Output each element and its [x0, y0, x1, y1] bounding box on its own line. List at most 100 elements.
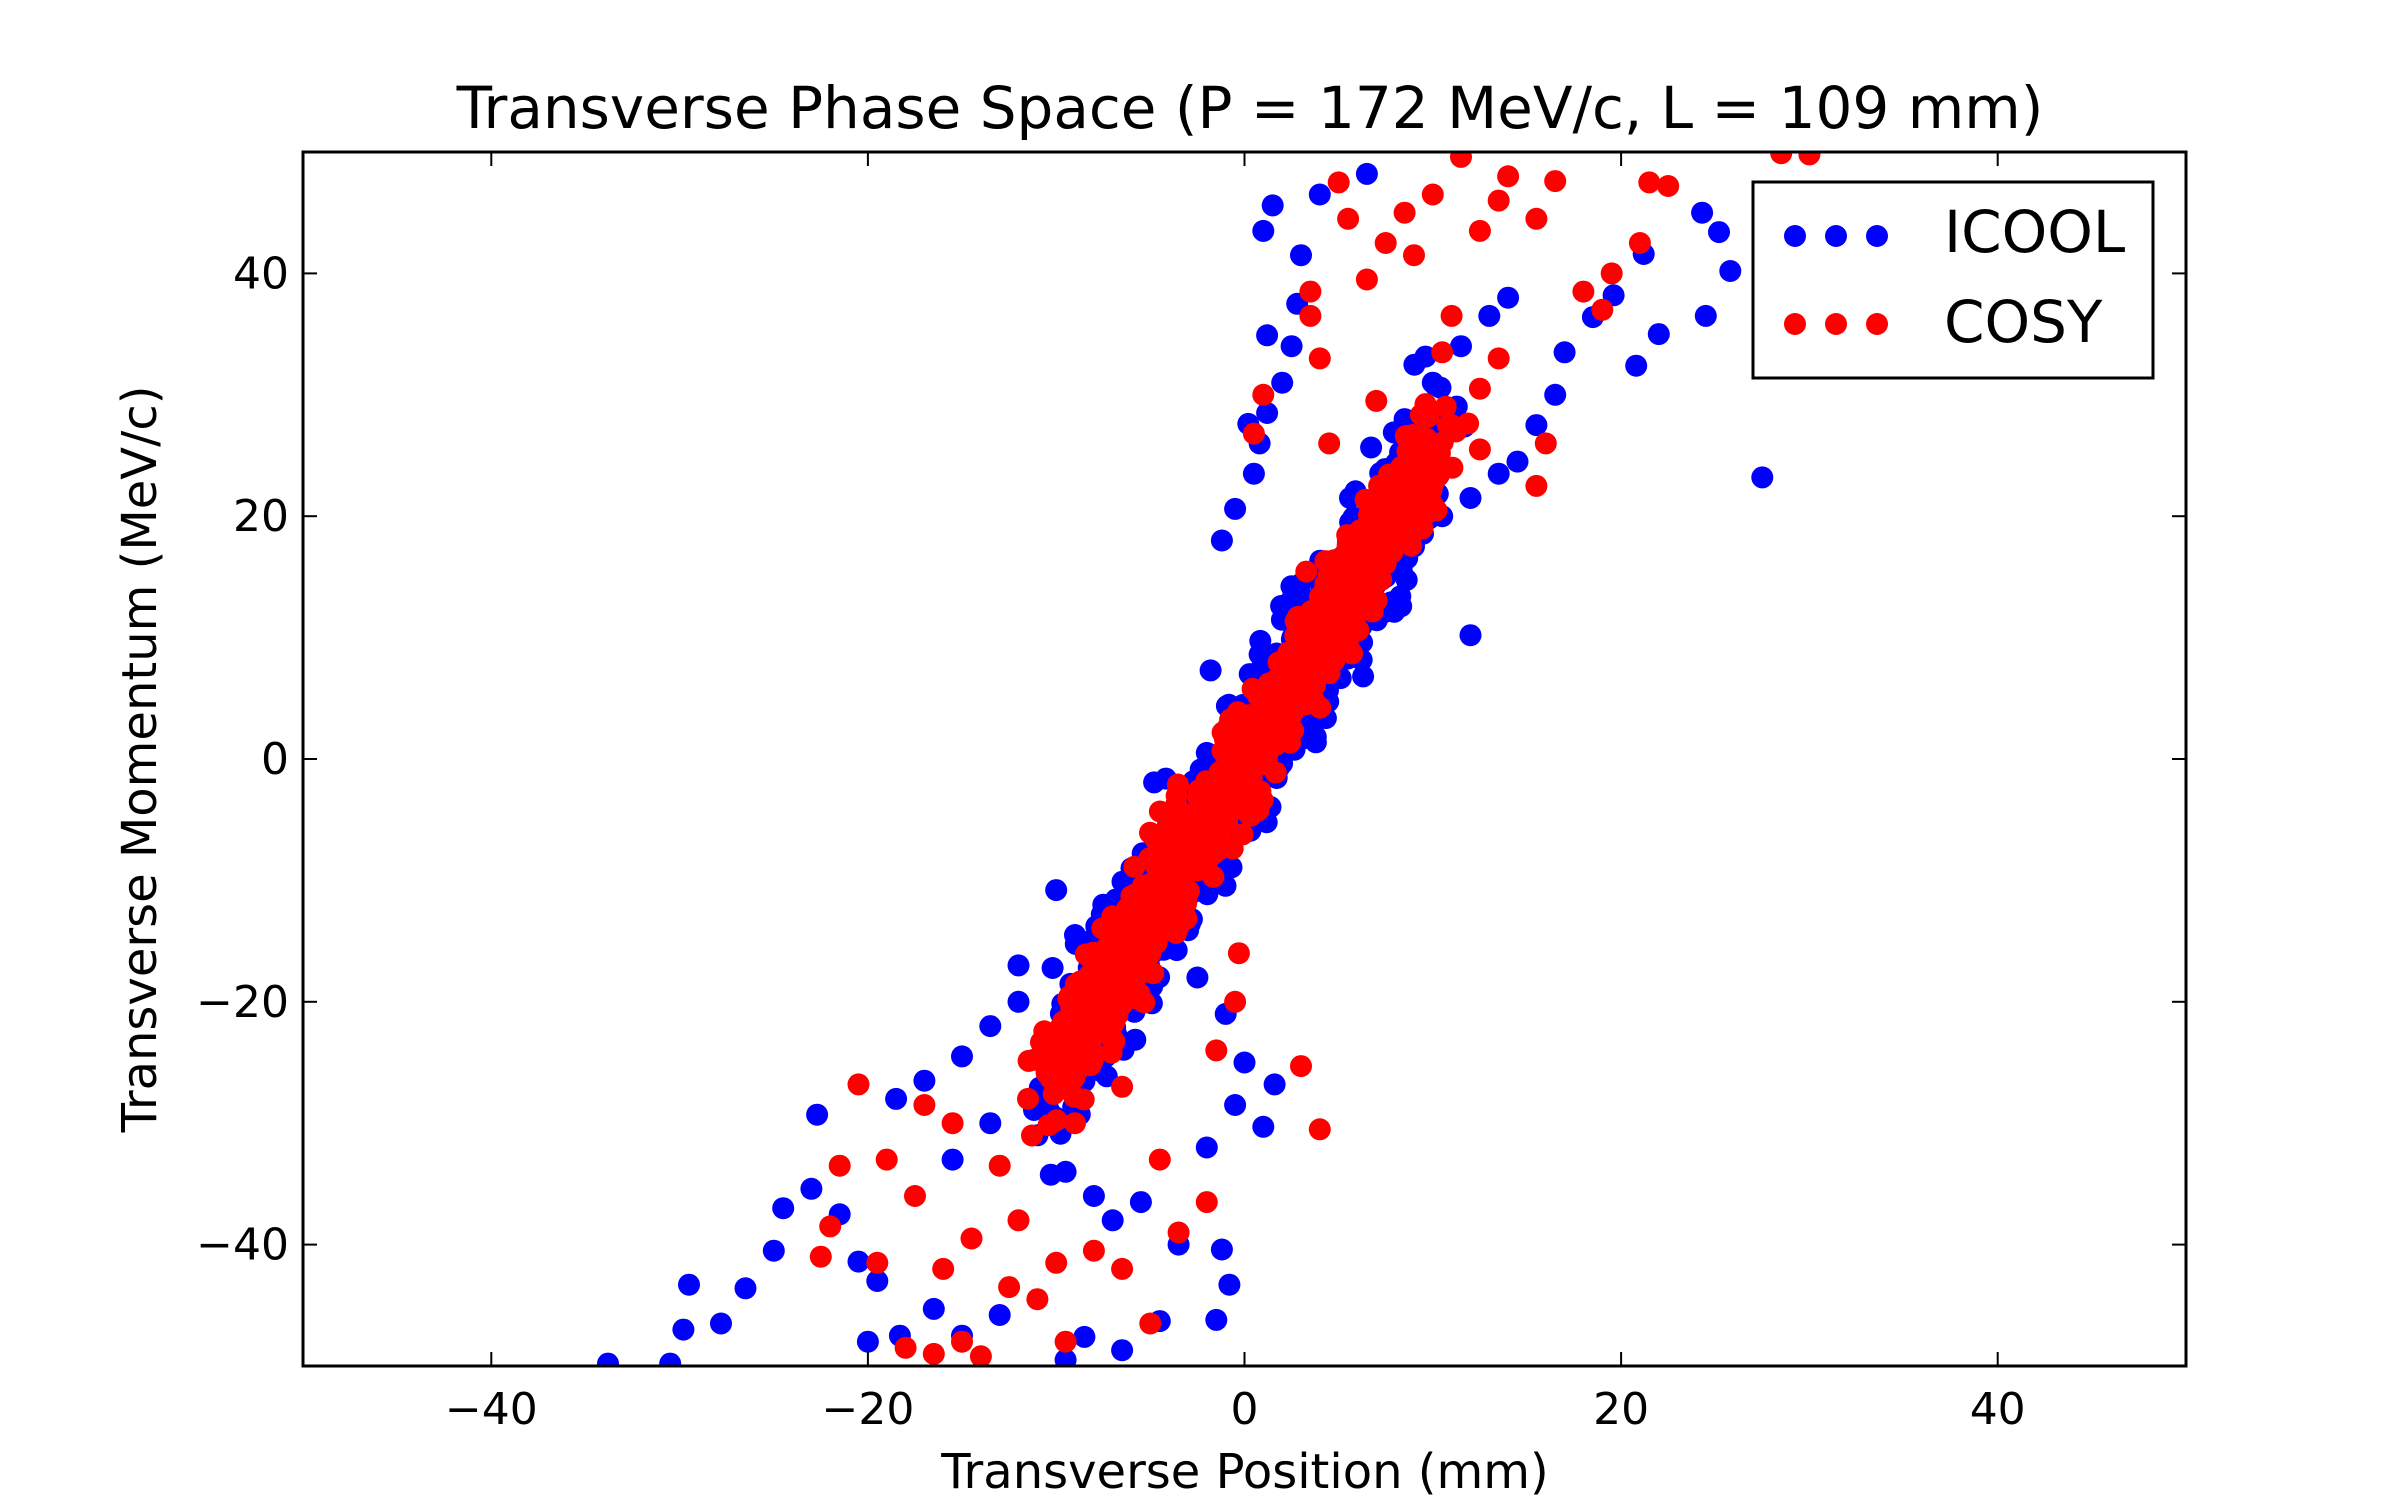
- point-cosy: [1299, 280, 1322, 303]
- point-cosy: [1365, 389, 1388, 412]
- point-icool: [913, 1069, 936, 1092]
- y-tick-label: 40: [233, 248, 289, 299]
- x-tick-label: 0: [1231, 1384, 1259, 1435]
- point-cosy: [1770, 152, 1793, 165]
- point-icool: [1256, 324, 1279, 347]
- point-icool: [1252, 219, 1275, 242]
- chart-title: Transverse Phase Space (P = 172 MeV/c, L…: [456, 74, 2044, 142]
- point-icool: [1205, 1308, 1228, 1331]
- legend-label-cosy: COSY: [1944, 288, 2103, 356]
- point-cosy: [1337, 207, 1360, 230]
- point-icool: [1719, 260, 1742, 282]
- legend-marker-icool: [1866, 225, 1888, 247]
- point-icool: [1054, 1160, 1077, 1183]
- y-tick-label: −40: [196, 1220, 289, 1271]
- legend: ICOOL COSY: [1751, 180, 2155, 380]
- point-cosy: [1497, 165, 1520, 188]
- point-cosy: [1021, 1124, 1043, 1147]
- y-tick-label: 0: [261, 734, 289, 785]
- point-cosy: [1544, 170, 1567, 193]
- point-cosy: [1017, 1087, 1039, 1110]
- point-cosy: [1111, 1257, 1134, 1280]
- point-cosy: [1327, 626, 1350, 649]
- point-cosy: [1308, 347, 1331, 370]
- x-tick-label: −20: [821, 1384, 914, 1435]
- point-icool: [951, 1045, 973, 1068]
- point-cosy: [1525, 207, 1548, 230]
- point-cosy: [1384, 493, 1407, 516]
- point-cosy: [1299, 614, 1322, 637]
- point-cosy: [1082, 1239, 1105, 1262]
- point-cosy: [1054, 1330, 1077, 1353]
- legend-marker-cosy: [1825, 313, 1847, 335]
- point-cosy: [1299, 304, 1322, 327]
- x-tick-label: −40: [445, 1384, 538, 1435]
- point-cosy: [1600, 262, 1623, 285]
- point-cosy: [1119, 927, 1142, 950]
- point-icool: [1242, 462, 1265, 485]
- legend-label-icool: ICOOL: [1944, 198, 2125, 266]
- point-cosy: [1403, 244, 1425, 267]
- point-cosy: [1074, 1038, 1097, 1061]
- point-cosy: [1129, 893, 1152, 916]
- legend-marker-cosy: [1784, 313, 1806, 335]
- point-cosy: [1336, 534, 1359, 557]
- point-cosy: [1247, 684, 1269, 707]
- point-cosy: [1450, 152, 1472, 168]
- point-cosy: [1415, 502, 1438, 525]
- point-cosy: [1049, 1016, 1072, 1039]
- point-icool: [988, 1304, 1011, 1326]
- point-icool: [1041, 957, 1064, 979]
- point-cosy: [960, 1227, 983, 1250]
- point-icool: [1054, 1348, 1077, 1366]
- point-icool: [1691, 201, 1714, 224]
- point-cosy: [1045, 1045, 1068, 1068]
- point-cosy: [1214, 760, 1237, 783]
- point-cosy: [1148, 1148, 1171, 1171]
- point-cosy: [1221, 837, 1244, 860]
- point-icool: [762, 1239, 785, 1262]
- point-icool: [597, 1352, 619, 1366]
- point-cosy: [1146, 890, 1169, 913]
- point-cosy: [809, 1245, 832, 1268]
- point-cosy: [1195, 1191, 1218, 1214]
- point-cosy: [1271, 663, 1294, 685]
- point-icool: [1256, 402, 1279, 424]
- point-cosy: [1242, 422, 1265, 445]
- point-icool: [1195, 1136, 1218, 1159]
- point-icool: [800, 1177, 823, 1200]
- point-icool: [1165, 939, 1188, 962]
- point-cosy: [1591, 298, 1614, 321]
- point-cosy: [1205, 1039, 1228, 1062]
- point-icool: [1553, 341, 1576, 364]
- point-cosy: [875, 1148, 898, 1171]
- point-cosy: [1409, 403, 1432, 426]
- point-cosy: [1487, 347, 1510, 370]
- point-cosy: [1134, 953, 1157, 976]
- point-icool: [659, 1352, 682, 1366]
- point-icool: [885, 1087, 908, 1110]
- point-icool: [1233, 1051, 1256, 1074]
- point-cosy: [1327, 171, 1350, 194]
- point-icool: [1007, 990, 1030, 1013]
- point-cosy: [1242, 711, 1265, 734]
- x-tick-label: 20: [1593, 1384, 1649, 1435]
- x-axis-label: Transverse Position (mm): [940, 1444, 1548, 1500]
- point-cosy: [1072, 1088, 1095, 1111]
- point-icool: [979, 1112, 1002, 1135]
- point-cosy: [1026, 1288, 1049, 1311]
- legend-marker-icool: [1784, 225, 1806, 247]
- point-icool: [710, 1312, 732, 1335]
- point-cosy: [1239, 804, 1262, 827]
- point-cosy: [1079, 963, 1102, 986]
- point-icool: [1478, 304, 1501, 327]
- point-cosy: [1276, 681, 1299, 703]
- point-cosy: [1440, 304, 1463, 327]
- point-cosy: [1412, 456, 1435, 479]
- point-cosy: [1175, 833, 1198, 856]
- point-cosy: [1158, 851, 1181, 874]
- point-icool: [1210, 529, 1233, 552]
- point-icool: [1263, 1073, 1286, 1096]
- legend-marker-icool: [1825, 225, 1847, 247]
